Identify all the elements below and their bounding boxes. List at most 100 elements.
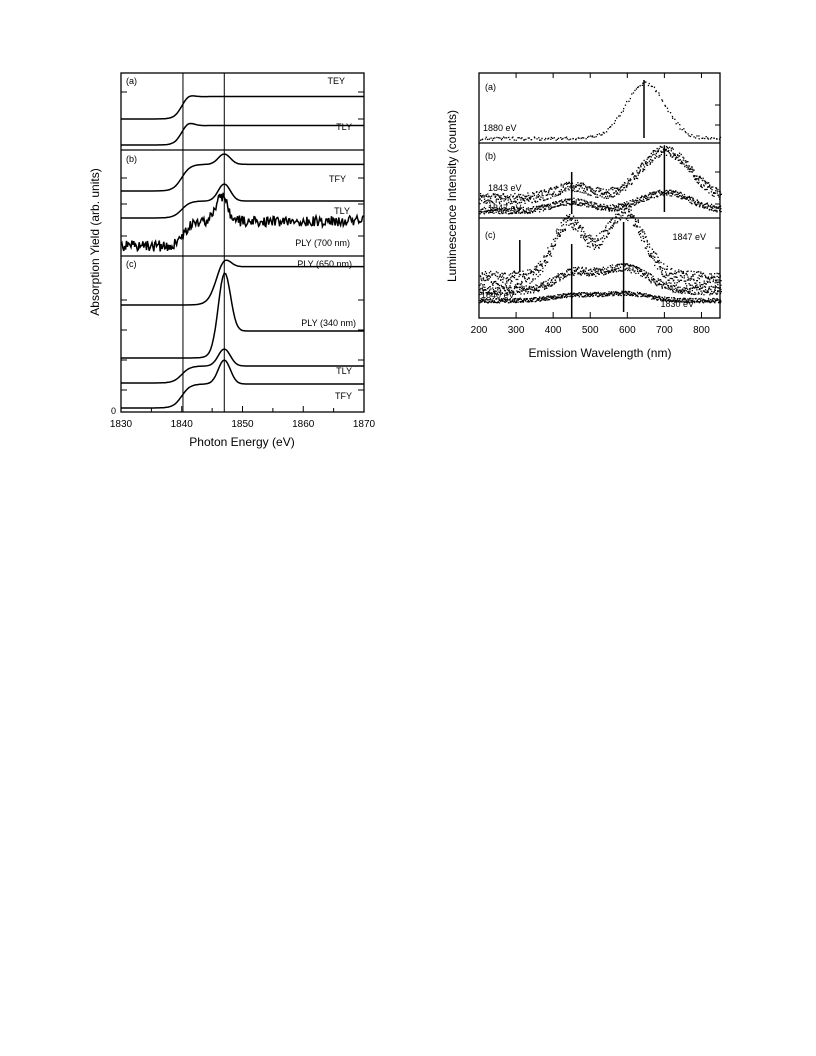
right-data-point xyxy=(583,203,585,205)
right-data-point xyxy=(639,199,641,201)
right-data-point xyxy=(672,300,674,303)
right-data-point xyxy=(700,287,702,289)
right-data-point xyxy=(648,156,650,158)
right-data-point xyxy=(584,233,586,235)
right-data-point xyxy=(704,291,706,293)
right-data-point xyxy=(520,207,522,209)
right-data-point xyxy=(500,293,502,295)
right-data-point xyxy=(708,301,710,303)
right-data-point xyxy=(501,212,503,215)
right-data-point xyxy=(578,292,581,294)
right-data-point xyxy=(655,280,657,282)
right-data-point xyxy=(606,191,609,193)
right-data-point xyxy=(617,294,619,297)
right-data-point xyxy=(715,187,718,189)
right-data-point xyxy=(601,205,603,207)
right-data-point xyxy=(479,300,481,302)
right-data-point xyxy=(586,274,588,276)
right-data-point xyxy=(595,187,598,189)
right-data-point xyxy=(614,210,616,212)
right-data-point xyxy=(518,211,520,213)
right-data-point xyxy=(481,291,483,294)
right-data-point xyxy=(700,185,702,187)
right-data-point xyxy=(612,291,615,293)
right-data-point xyxy=(694,300,696,303)
right-data-point xyxy=(580,186,582,188)
right-data-point xyxy=(498,298,500,300)
right-data-point xyxy=(578,188,580,190)
right-data-point xyxy=(514,301,516,303)
right-data-point xyxy=(670,277,673,280)
right-data-point xyxy=(506,289,508,291)
right-data-point xyxy=(676,291,678,293)
right-data-point xyxy=(502,281,504,283)
right-data-point xyxy=(550,279,553,282)
right-data-point xyxy=(485,210,487,212)
right-data-point xyxy=(608,207,611,209)
right-data-point xyxy=(577,182,579,184)
right-data-point xyxy=(491,274,493,276)
right-data-point xyxy=(641,84,643,86)
right-data-point xyxy=(567,202,569,204)
right-data-point xyxy=(711,209,713,211)
right-data-point xyxy=(705,275,707,278)
right-data-point xyxy=(624,104,627,106)
right-data-point xyxy=(481,300,483,303)
right-data-point xyxy=(685,282,687,285)
right-data-point xyxy=(707,291,709,293)
right-data-point xyxy=(585,296,587,298)
right-data-point xyxy=(691,284,693,286)
left-x-axis-label: Photon Energy (eV) xyxy=(189,435,294,449)
right-data-point xyxy=(577,294,579,296)
right-data-point xyxy=(489,202,491,204)
right-data-point xyxy=(677,191,679,193)
right-data-point xyxy=(572,189,574,192)
right-data-point xyxy=(696,271,698,273)
right-data-point xyxy=(660,280,662,282)
right-data-point xyxy=(697,286,699,288)
right-data-point xyxy=(546,204,548,206)
right-data-point xyxy=(539,205,541,207)
right-x-tick-label: 300 xyxy=(508,325,525,336)
right-data-point xyxy=(586,205,588,208)
right-data-point xyxy=(480,211,482,213)
right-data-point xyxy=(507,302,510,304)
right-data-point xyxy=(661,297,663,299)
right-data-point xyxy=(543,284,545,286)
right-data-point xyxy=(682,270,684,273)
right-data-point xyxy=(642,295,644,297)
right-data-point xyxy=(710,277,712,279)
right-data-point xyxy=(631,214,633,216)
right-data-point xyxy=(596,267,598,269)
right-data-point xyxy=(691,293,693,295)
right-data-point xyxy=(598,295,601,297)
right-data-point xyxy=(575,184,577,186)
right-data-point xyxy=(687,167,690,169)
right-data-point xyxy=(504,208,506,210)
right-data-point xyxy=(584,273,586,275)
right-data-point xyxy=(652,150,654,152)
right-data-point xyxy=(594,246,597,249)
right-data-point xyxy=(555,298,557,300)
right-data-point xyxy=(651,192,653,194)
right-data-point xyxy=(635,175,637,177)
right-data-point xyxy=(689,135,692,138)
right-data-point xyxy=(642,170,644,173)
right-data-point xyxy=(488,292,490,294)
right-data-point xyxy=(549,254,551,256)
right-data-point xyxy=(630,209,632,211)
right-data-point xyxy=(628,179,630,182)
right-data-point xyxy=(554,240,556,242)
right-data-point xyxy=(644,277,647,279)
right-data-point xyxy=(629,264,632,266)
right-data-point xyxy=(568,269,570,271)
right-data-point xyxy=(516,202,519,205)
right-data-point xyxy=(522,274,524,276)
right-data-point xyxy=(672,117,674,119)
right-data-point xyxy=(543,259,546,262)
right-data-point xyxy=(560,183,562,185)
right-data-point xyxy=(527,207,529,209)
right-data-point xyxy=(540,284,542,286)
